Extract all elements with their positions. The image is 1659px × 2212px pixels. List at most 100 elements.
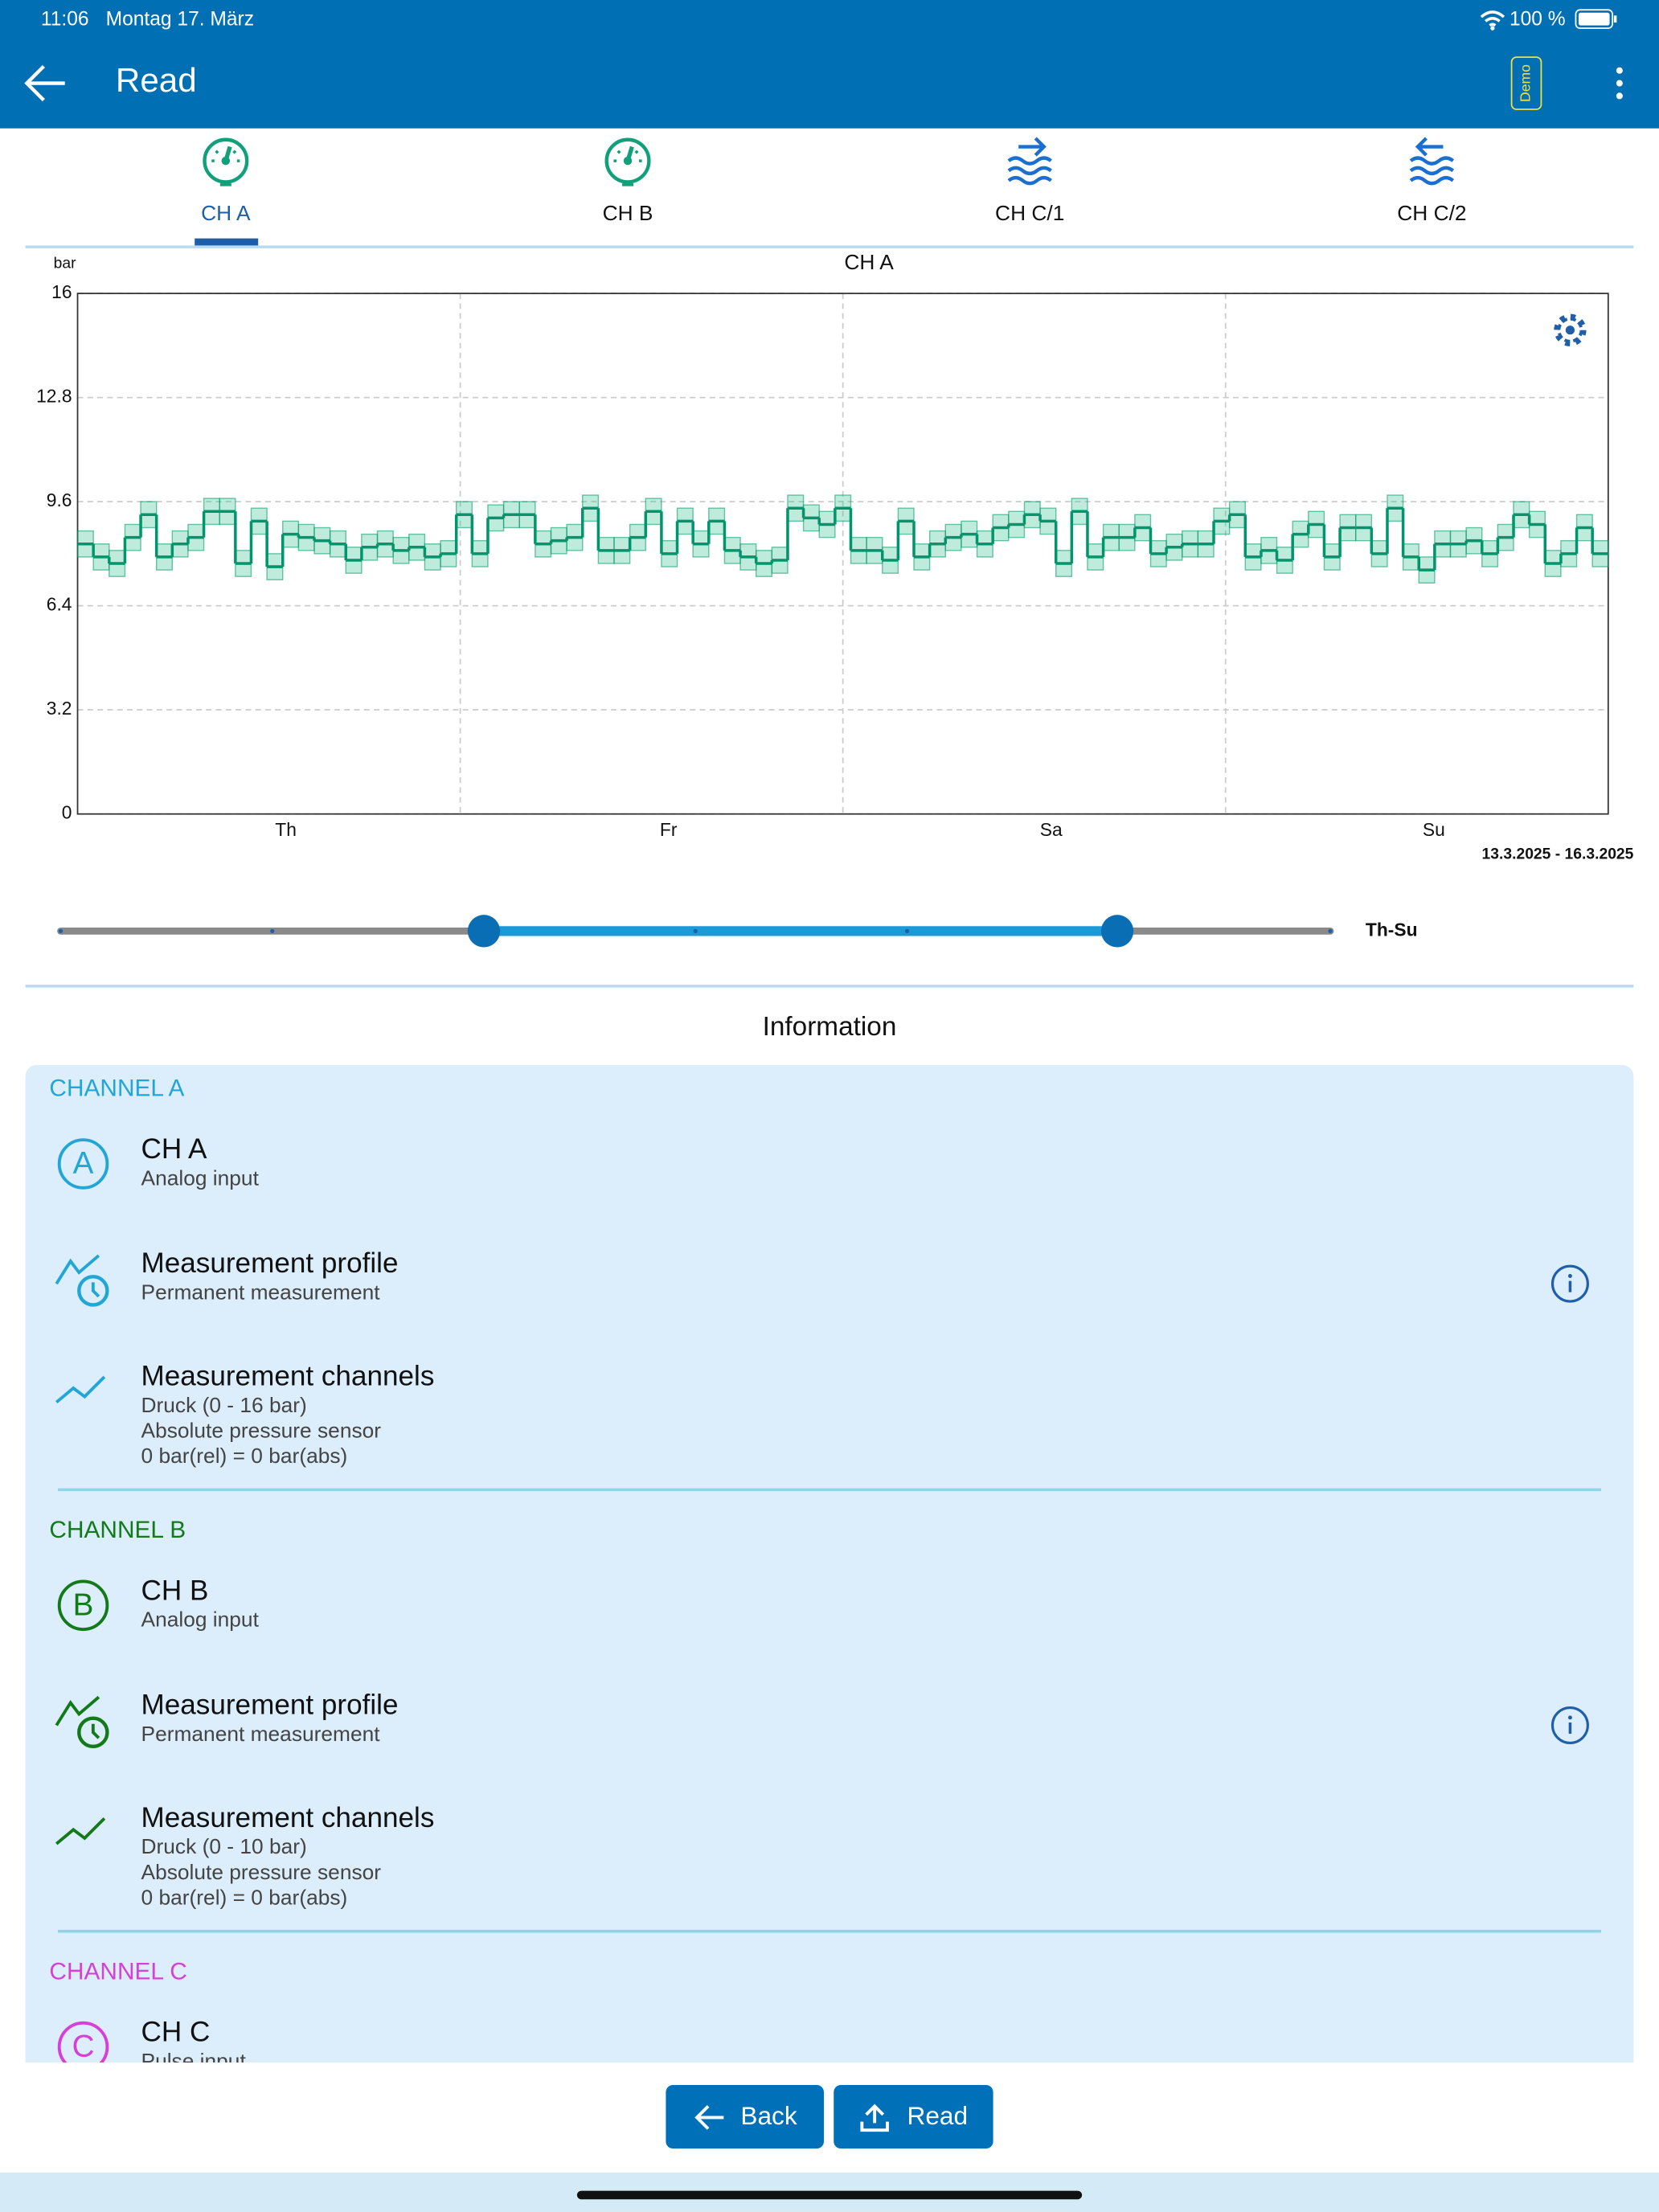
tab[interactable]: CH B [487,135,769,226]
info-item: Measurement profile Permanent measurement [26,1669,1634,1781]
tab-label: CH B [602,201,653,226]
info-item: A CH A Analog input [26,1113,1634,1227]
icon-letter: B [73,1587,94,1622]
section-heading: CHANNEL B [49,1516,186,1544]
item-title: CH B [141,1575,209,1608]
tab-divider [25,245,1634,248]
item-title: Measurement profile [141,1690,399,1722]
channel-section: CHANNEL A A CH A Analog input Measurement pr… [26,1065,1634,1506]
slider-label: Th-Su [1366,919,1418,940]
demo-badge: Demo [1510,56,1542,110]
item-line: Permanent measurement [141,1280,380,1305]
item-icon: A [57,1138,109,1190]
item-line: Analog input [141,1166,259,1191]
icon-letter: C [72,2030,95,2062]
y-tick-label: 6.4 [47,594,72,615]
item-icon [55,1375,106,1404]
icon-circle [57,2021,109,2062]
info-button[interactable] [1549,1263,1591,1305]
tab[interactable]: CH C/1 [889,135,1171,226]
info-item: B CH B Analog input [26,1555,1634,1669]
section-heading: CHANNEL C [49,1958,187,1985]
item-icon [55,1817,106,1845]
status-date: Montag 17. März [105,6,255,30]
settings-icon[interactable] [1554,313,1587,346]
y-axis-label: bar [54,255,76,272]
wifi-icon [1480,10,1505,31]
tab-label: CH A [201,201,251,226]
item-title: Measurement channels [141,1803,435,1834]
button-icon [860,2103,889,2132]
button-label: Back [740,2102,797,2131]
back-arrow[interactable] [23,62,68,104]
action-button[interactable]: Read [834,2085,993,2149]
information-title: Information [762,1013,897,1043]
item-icon: B [57,1579,109,1632]
tab-icon [203,137,249,186]
section-divider [25,985,1634,988]
item-line: 0 bar(rel) = 0 bar(abs) [141,1886,348,1911]
item-line: Pulse input [141,2050,246,2062]
chart-title: CH A [844,250,894,274]
tab-icon [1409,137,1455,186]
app-bar: 11:06 Montag 17. März 100 % Read Demo [0,0,1659,129]
date-range: 13.3.2025 - 16.3.2025 [1482,846,1634,863]
icon-letter: A [73,1146,94,1181]
tab[interactable]: CH C/2 [1291,135,1573,226]
info-button[interactable] [1549,1704,1591,1747]
button-label: Read [907,2102,969,2131]
x-tick-label: Sa [1040,819,1063,840]
section-heading: CHANNEL A [49,1075,185,1102]
x-tick-label: Su [1423,819,1445,840]
item-icon [55,1695,109,1749]
item-line: Druck (0 - 16 bar) [141,1394,307,1418]
y-tick-label: 12.8 [36,386,72,407]
icon-circle [57,1579,109,1632]
tab-icon [604,137,651,186]
battery-text: 100 % [1509,6,1566,30]
item-line: Absolute pressure sensor [141,1419,382,1444]
item-line: 0 bar(rel) = 0 bar(abs) [141,1444,348,1469]
battery-icon [1575,9,1617,29]
item-title: Measurement profile [141,1248,399,1280]
y-tick-label: 16 [51,281,72,302]
channel-section: CHANNEL B B CH B Analog input Measurement pr… [26,1506,1634,1948]
icon-circle [57,1138,109,1190]
section-divider [57,1929,1602,1933]
x-tick-label: Th [275,819,297,840]
section-divider [57,1488,1602,1492]
item-title: Measurement channels [141,1361,435,1393]
tab-icon [1007,137,1052,186]
y-tick-label: 9.6 [47,490,72,510]
item-line: Druck (0 - 10 bar) [141,1835,307,1860]
item-icon [55,1254,109,1307]
info-item: Measurement channels Druck (0 - 10 bar) Ab… [26,1782,1634,1930]
item-title: CH A [141,1134,207,1165]
item-line: Permanent measurement [141,1722,380,1747]
info-item: Measurement channels Druck (0 - 16 bar) Ab… [26,1340,1634,1488]
info-item: Measurement profile Permanent measurement [26,1227,1634,1340]
status-time: 11:06 [40,6,89,30]
home-indicator [576,2190,1083,2200]
chart: bar CH A 13.3.2025 - 16.3.2025 0 3.2 6.4 9.… [36,250,1634,863]
item-title: CH C [141,2017,211,2049]
home-area [0,2172,1659,2212]
app-title: Read [115,62,197,100]
tab-indicator [195,238,259,246]
button-icon [694,2104,724,2129]
action-button[interactable]: Back [666,2085,824,2149]
info-item: C CH C Pulse input [26,1996,1634,2062]
channel-section: CHANNEL C C CH C Pulse input [26,1948,1634,2062]
menu-button[interactable] [1608,63,1631,103]
y-tick-label: 0 [62,802,72,823]
tab-label: CH C/1 [995,201,1065,226]
demo-text: Demo [1518,64,1534,102]
tab[interactable]: CH A [84,135,367,226]
range-slider[interactable]: Th-Su [0,903,1659,959]
x-tick-label: Fr [660,819,678,840]
item-icon: C [57,2021,109,2062]
item-line: Analog input [141,1608,259,1632]
tab-label: CH C/2 [1397,201,1467,226]
